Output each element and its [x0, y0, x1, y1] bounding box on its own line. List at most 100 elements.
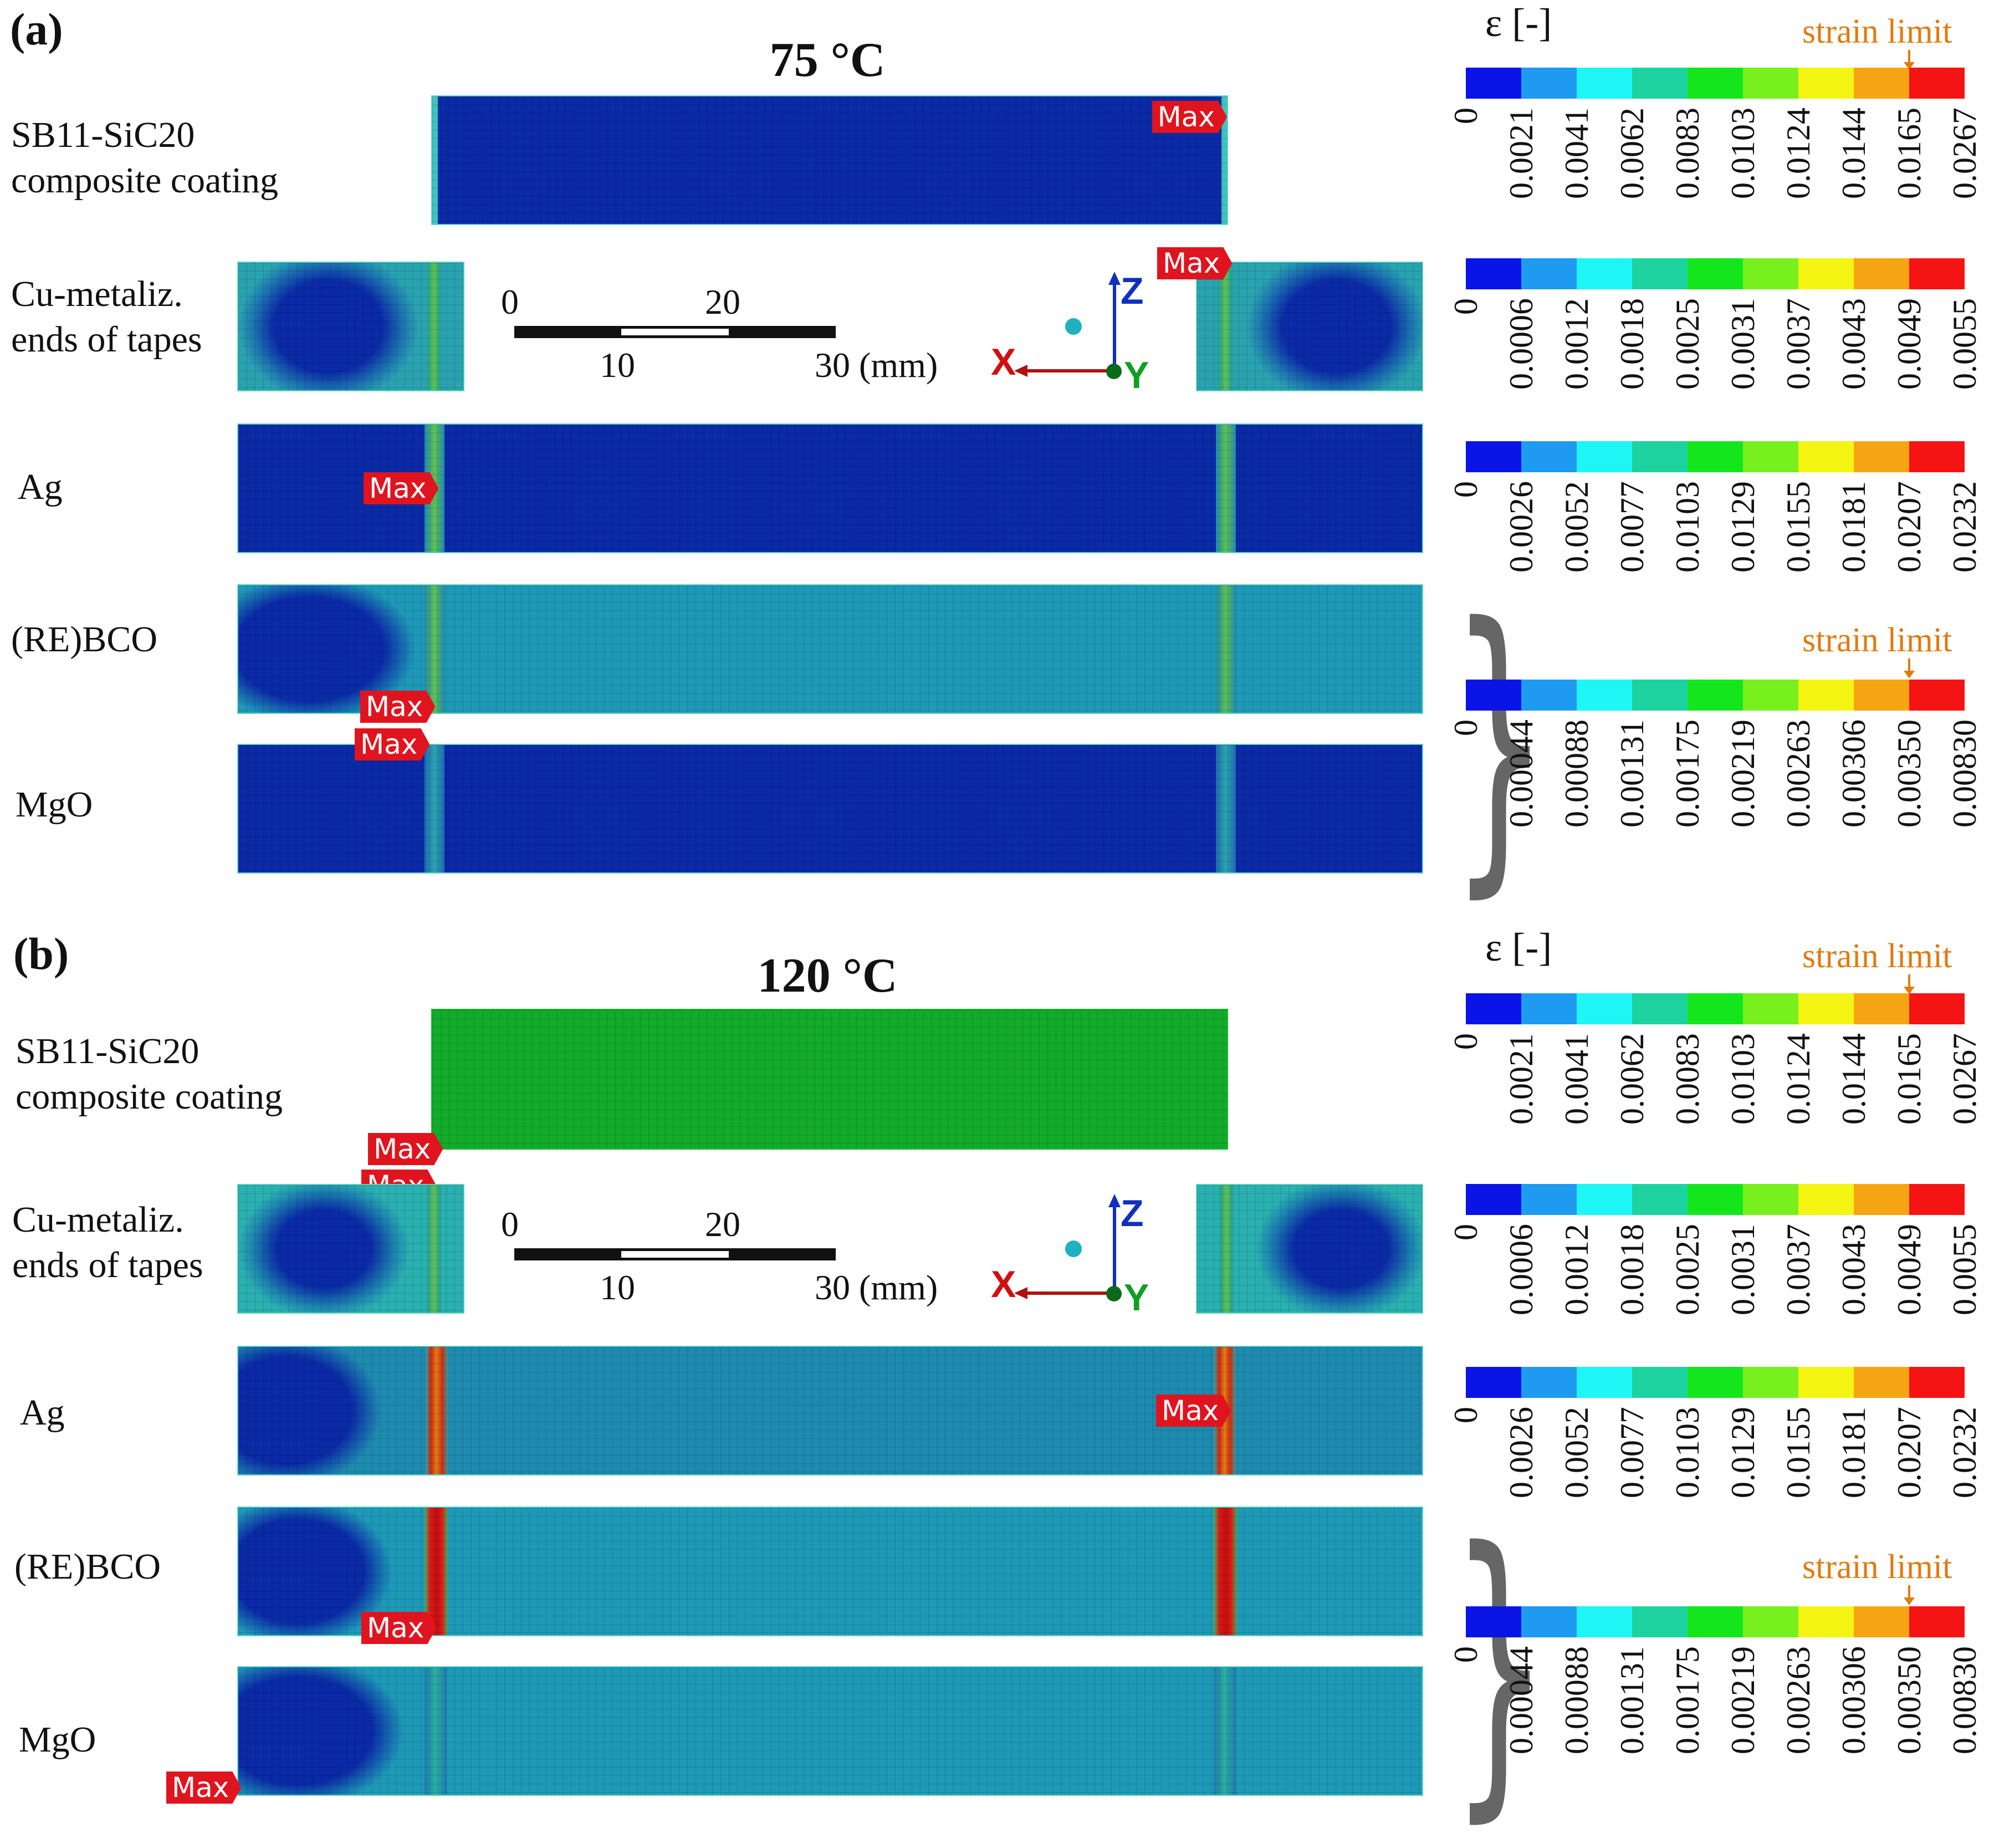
legend-colorbar-ag — [1466, 1367, 1965, 1398]
legend-swatch — [1466, 1184, 1521, 1215]
legend-tick-label: 0.00044 — [1503, 719, 1540, 828]
legend-swatch — [1577, 1606, 1632, 1637]
legend-tick-label: 0.0165 — [1891, 1033, 1927, 1125]
legend-tick-label: 0.0031 — [1725, 1224, 1761, 1315]
legend-swatch — [1909, 68, 1965, 99]
legend-tick-label: 0.00131 — [1614, 719, 1650, 828]
legend-tick-label: 0 — [1448, 719, 1484, 736]
legend-tick-label: 0.0129 — [1725, 481, 1761, 573]
mgo-strain-map-b — [237, 1666, 1423, 1796]
axis-triad-a: Z X Y — [991, 270, 1158, 396]
legend-tick-label: 0.0049 — [1891, 298, 1927, 390]
legend-swatch — [1743, 1367, 1798, 1398]
max-marker: Max — [1152, 101, 1227, 133]
max-marker: Max — [166, 1772, 241, 1804]
layer-name-cu: Cu-metaliz. ends of tapes — [11, 274, 202, 360]
legend-swatch — [1577, 1184, 1632, 1215]
strain-limit-arrow — [1904, 1585, 1915, 1605]
legend-tick-label: 0.0232 — [1946, 1407, 1983, 1498]
legend-swatch — [1854, 1367, 1909, 1398]
legend-swatch — [1743, 258, 1798, 289]
legend-swatch — [1743, 993, 1798, 1024]
legend-swatch — [1909, 993, 1965, 1024]
legend-tick-label: 0.0055 — [1946, 298, 1983, 390]
legend-swatch — [1854, 1606, 1909, 1637]
strain-limit-label: strain limit — [1802, 937, 1952, 975]
legend-swatch — [1688, 680, 1743, 711]
legend-tick-label: 0 — [1448, 298, 1484, 315]
legend-swatch — [1909, 441, 1965, 472]
legend-swatch — [1632, 441, 1688, 472]
legend-swatch — [1632, 680, 1688, 711]
scale-bar — [514, 1248, 836, 1260]
legend-swatch — [1466, 993, 1521, 1024]
legend-tick-label: 0 — [1448, 108, 1484, 124]
legend-swatch — [1798, 68, 1854, 99]
legend-tick-label: 0.0103 — [1725, 108, 1761, 199]
legend-swatch — [1743, 1184, 1798, 1215]
layer-name-ag: Ag — [20, 1392, 65, 1433]
axis-z-label: Z — [1121, 270, 1144, 312]
legend-swatch — [1466, 1367, 1521, 1398]
legend-tick-label: 0.0155 — [1780, 1407, 1817, 1498]
legend-tick-label: 0.00350 — [1891, 1646, 1927, 1754]
legend-colorbar-rebco_mgo — [1466, 1606, 1965, 1637]
cu-strain-map-right-b — [1196, 1184, 1423, 1314]
legend-swatch — [1688, 1184, 1743, 1215]
legend-tick-label: 0.0006 — [1503, 1224, 1540, 1315]
cu-strain-map-left-b — [237, 1184, 464, 1314]
coating-strain-map-b — [431, 1009, 1228, 1150]
layer-name-rebco: (RE)BCO — [11, 619, 157, 660]
scale-tick-20: 20 — [705, 282, 740, 321]
legend-swatch — [1798, 441, 1854, 472]
layer-name-coating: SB11-SiC20 composite coating — [16, 1031, 283, 1117]
legend-swatch — [1854, 441, 1909, 472]
strain-limit-label: strain limit — [1802, 1548, 1952, 1586]
brace-rebco-mgo-b: } — [1450, 1487, 1550, 1848]
legend-tick-label: 0.00044 — [1503, 1646, 1540, 1754]
legend-tick-label: 0.0083 — [1669, 1033, 1706, 1125]
max-marker: Max — [1157, 247, 1232, 279]
layer-name-rebco: (RE)BCO — [14, 1546, 161, 1587]
legend-swatch — [1521, 1367, 1577, 1398]
legend-tick-label: 0.0207 — [1891, 1407, 1927, 1498]
coating-strain-map-a: Max — [431, 95, 1228, 225]
legend-tick-label: 0.0181 — [1835, 1407, 1872, 1498]
legend-tick-label: 0.00219 — [1725, 719, 1761, 828]
legend-swatch — [1466, 441, 1521, 472]
strain-limit-label: strain limit — [1802, 621, 1952, 659]
legend-tick-label: 0 — [1448, 1646, 1484, 1663]
legend-tick-label: 0.00175 — [1669, 719, 1706, 828]
scale-bar — [514, 326, 836, 338]
legend-swatch — [1466, 680, 1521, 711]
legend-tick-label: 0.0103 — [1725, 1033, 1761, 1125]
legend-swatch — [1909, 1606, 1965, 1637]
legend-tick-label: 0.00306 — [1835, 1646, 1872, 1754]
legend-swatch — [1909, 1184, 1965, 1215]
layer-name-coating: SB11-SiC20 composite coating — [11, 115, 279, 201]
legend-swatch — [1632, 258, 1688, 289]
layer-name-mgo: MgO — [19, 1719, 96, 1760]
scale-tick-0: 0 — [501, 1204, 519, 1244]
legend-tick-label: 0.00175 — [1669, 1646, 1706, 1754]
legend-tick-label: 0.0025 — [1669, 1224, 1706, 1315]
legend-tick-label: 0.00088 — [1558, 719, 1595, 828]
legend-tick-label: 0.00830 — [1946, 719, 1983, 828]
legend-swatch — [1743, 1606, 1798, 1637]
legend-swatch — [1632, 1184, 1688, 1215]
legend-swatch — [1798, 1184, 1854, 1215]
panel-label-b: (b) — [13, 928, 69, 979]
legend-swatch — [1577, 993, 1632, 1024]
axis-x-label: X — [991, 1263, 1016, 1305]
legend-tick-label: 0.0021 — [1503, 1033, 1540, 1125]
scale-tick-0: 0 — [501, 282, 519, 321]
legend-tick-label: 0.0181 — [1835, 481, 1872, 573]
legend-swatch — [1743, 441, 1798, 472]
legend-tick-label: 0.0018 — [1614, 1224, 1650, 1315]
max-marker: Max — [360, 691, 435, 723]
legend-tick-label: 0.0077 — [1614, 1407, 1650, 1498]
axis-triad-b: Z X Y — [991, 1192, 1158, 1319]
axis-y-label: Y — [1124, 354, 1149, 396]
scale-tick-30: 30 (mm) — [815, 345, 938, 385]
legend-swatch — [1521, 1184, 1577, 1215]
